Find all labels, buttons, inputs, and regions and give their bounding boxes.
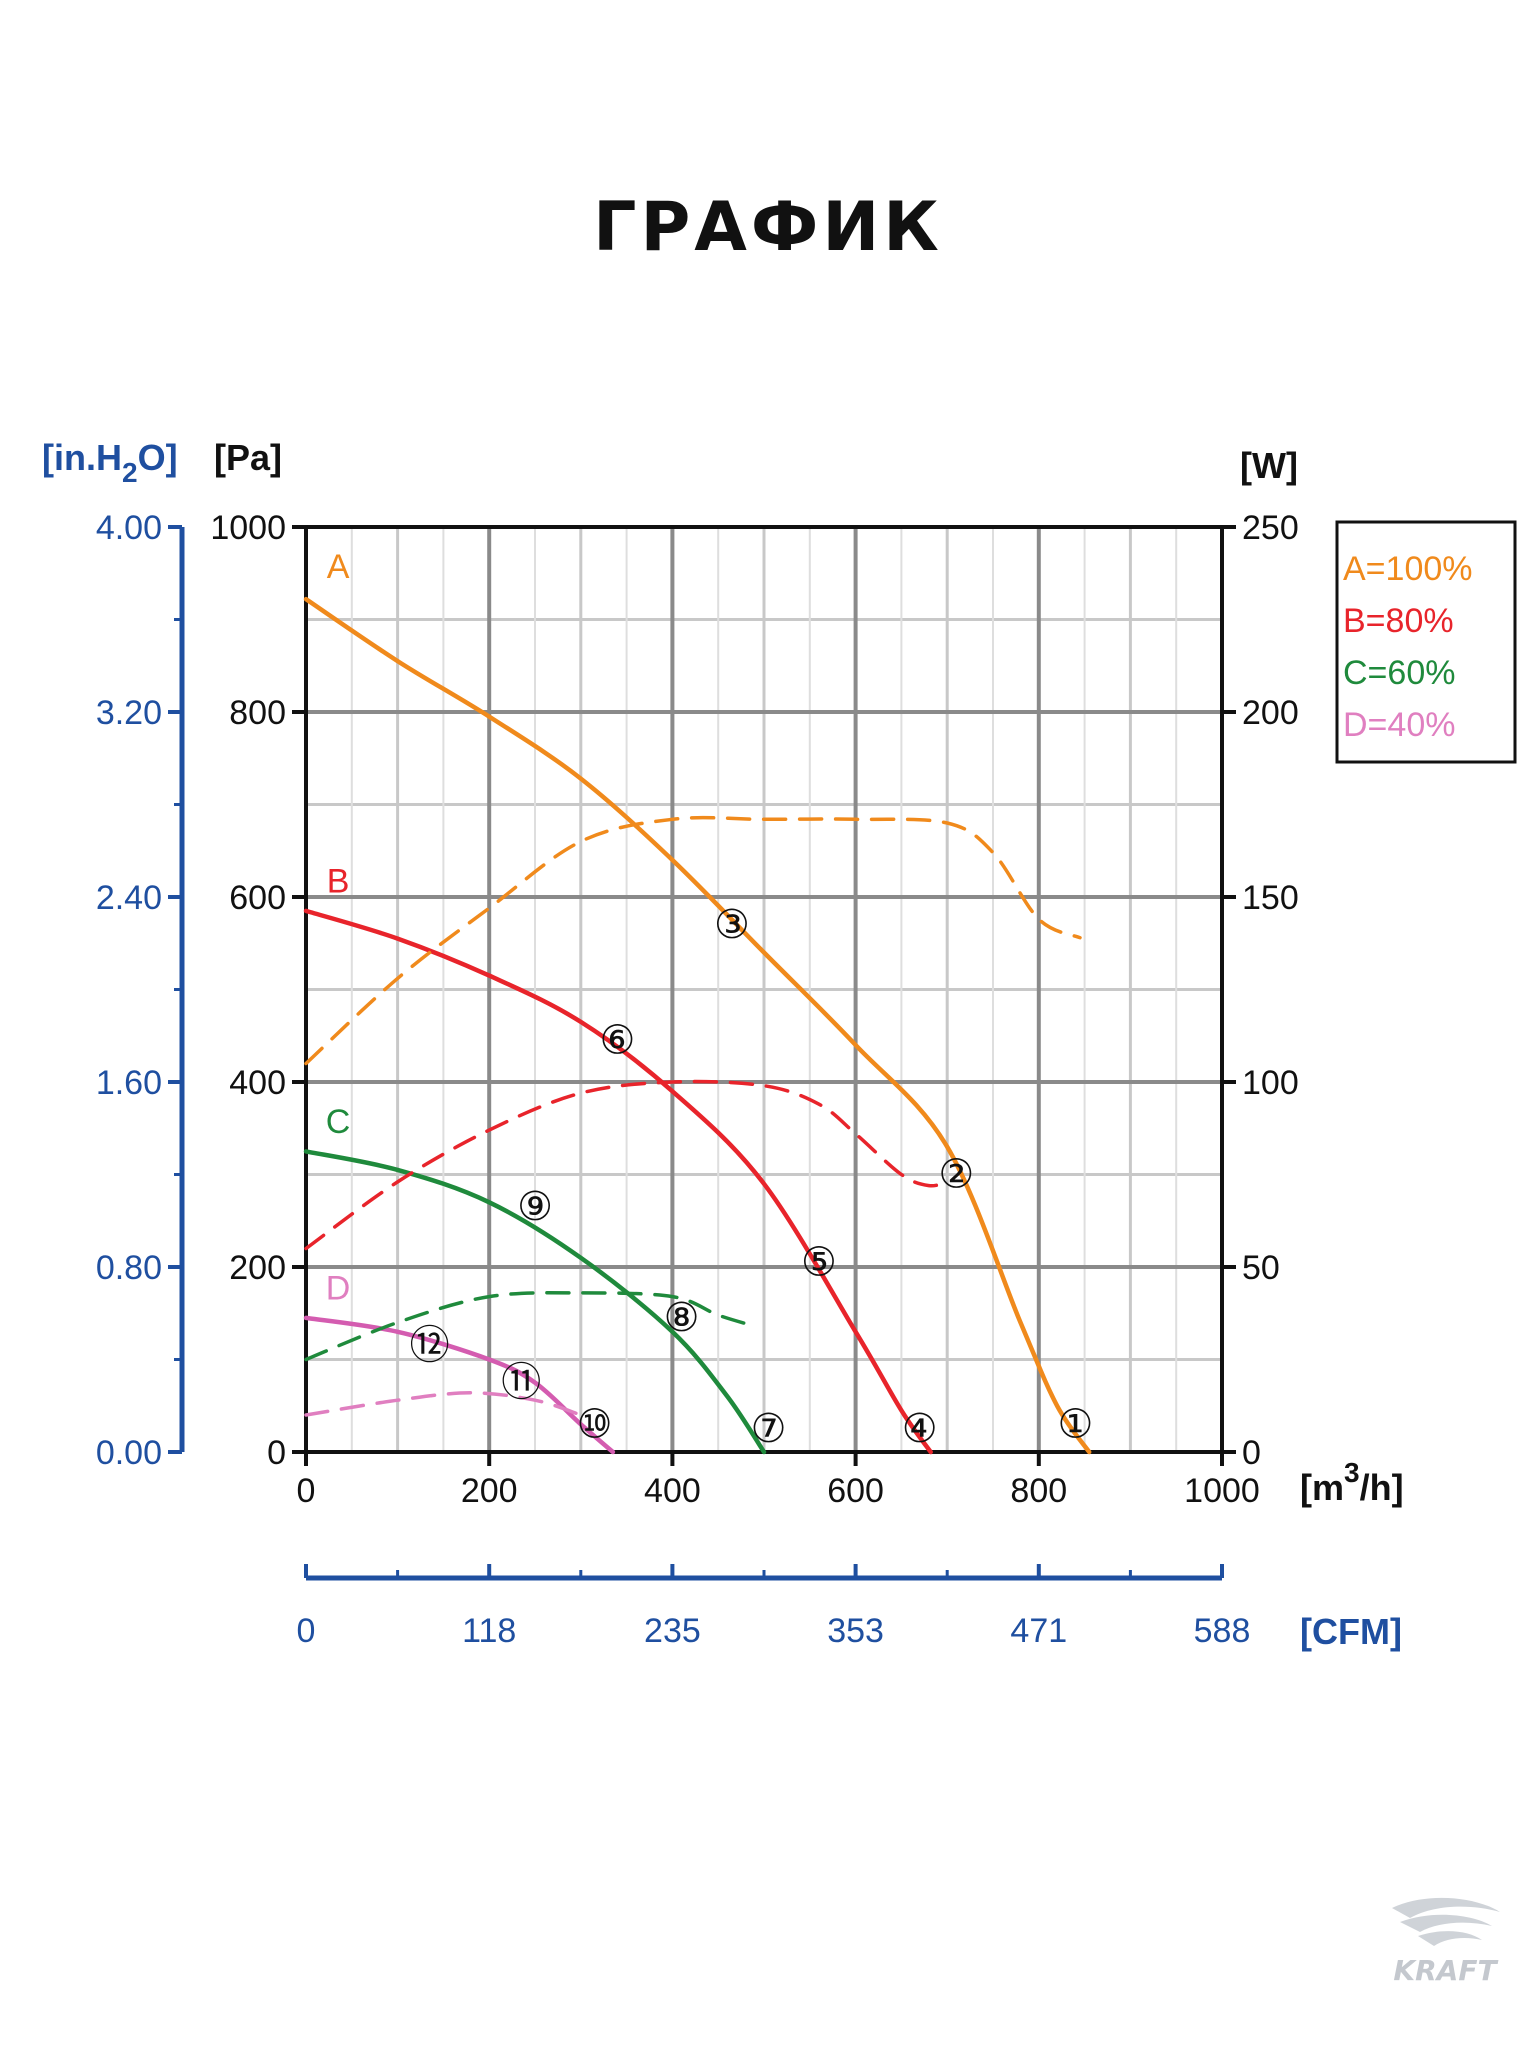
curve-label: D <box>326 1269 351 1307</box>
y-right-tick-label: 200 <box>1242 694 1299 732</box>
series-A-power-line <box>304 815 1082 1066</box>
in-h2o-tick-label: 0.00 <box>96 1434 162 1472</box>
y-left-tick-label: 600 <box>229 879 286 917</box>
y-right-unit: [W] <box>1240 445 1298 486</box>
operating-point-marker: ① <box>1058 1401 1094 1447</box>
y-right-tick-label: 150 <box>1242 879 1299 917</box>
x-tick-label: 800 <box>1010 1472 1067 1510</box>
y-left-unit: [Pa] <box>214 437 282 478</box>
y-left-tick-label: 200 <box>229 1249 286 1287</box>
operating-point-marker: ⑫ <box>410 1323 450 1369</box>
operating-point-marker: ③ <box>714 902 750 948</box>
operating-point-marker: ⑧ <box>664 1295 700 1341</box>
y-left-tick-label: 400 <box>229 1064 286 1102</box>
x-tick-label: 400 <box>644 1472 701 1510</box>
y-left-tick-label: 1000 <box>210 509 286 547</box>
in-h2o-axis: 0.00 0.80 1.60 2.40 3.20 4.00 <box>96 509 185 1472</box>
x-tick-label: 1000 <box>1184 1472 1260 1510</box>
cfm-tick-label: 588 <box>1194 1612 1251 1650</box>
operating-point-marker: ⑥ <box>600 1017 636 1063</box>
series-B-pressure-line <box>303 908 933 1455</box>
cfm-tick-label: 118 <box>462 1612 516 1650</box>
legend: A=100% B=80% C=60% D=40% <box>1335 520 1517 764</box>
legend-entry: C=60% <box>1343 654 1455 692</box>
operating-point-marker: ④ <box>902 1406 938 1452</box>
x-unit: [m3/h] <box>1300 1457 1404 1508</box>
right-y-ticks: 0 50 100 150 200 250 <box>1222 509 1299 1472</box>
curve-label: A <box>327 548 350 586</box>
series-D-power-line <box>304 1391 583 1417</box>
x-tick-label: 200 <box>461 1472 518 1510</box>
x-tick-label: 0 <box>297 1472 316 1510</box>
operating-point-marker: ② <box>938 1152 974 1198</box>
series-C-pressure-line <box>303 1149 767 1455</box>
grid-minor <box>306 527 1222 1452</box>
curve-label: C <box>326 1103 351 1141</box>
cfm-tick-label: 353 <box>827 1612 884 1650</box>
legend-box <box>1335 520 1517 764</box>
y-left-tick-label: 800 <box>229 694 286 732</box>
legend-entry: A=100% <box>1343 550 1473 588</box>
kraft-logo: KRAFT <box>1392 1897 1500 1987</box>
cfm-axis: 0 118 235 353 471 588 <box>297 1564 1251 1650</box>
series-B-power-line <box>304 1079 949 1251</box>
operating-point-marker: ⑪ <box>501 1360 541 1406</box>
cfm-tick-label: 471 <box>1010 1612 1067 1650</box>
series-D-pressure-line <box>303 1315 616 1455</box>
svg-text:KRAFT: KRAFT <box>1393 1954 1498 1987</box>
in-h2o-tick-label: 4.00 <box>96 509 162 547</box>
y-right-tick-label: 50 <box>1242 1249 1280 1287</box>
in-h2o-tick-label: 1.60 <box>96 1064 162 1102</box>
x-tick-label: 600 <box>827 1472 884 1510</box>
cfm-tick-label: 0 <box>297 1612 316 1650</box>
curve-label: B <box>327 862 350 900</box>
y-right-tick-label: 0 <box>1242 1434 1261 1472</box>
series-layer <box>303 596 1092 1455</box>
left-y-ticks: 0 200 400 600 800 1000 <box>210 509 306 1472</box>
y-left-tick-label: 0 <box>267 1434 286 1472</box>
x-ticks: 0 200 400 600 800 1000 <box>297 1452 1260 1510</box>
series-A-pressure-line <box>303 596 1092 1455</box>
y-right-tick-label: 250 <box>1242 509 1299 547</box>
cfm-tick-label: 235 <box>644 1612 701 1650</box>
in-h2o-tick-label: 3.20 <box>96 694 162 732</box>
curve-labels-layer: A B C D <box>326 548 351 1308</box>
legend-entry: B=80% <box>1343 602 1454 640</box>
y-right-tick-label: 100 <box>1242 1064 1299 1102</box>
x-secondary-unit: [CFM] <box>1300 1611 1402 1652</box>
in-h2o-tick-label: 2.40 <box>96 879 162 917</box>
legend-entry: D=40% <box>1343 706 1455 744</box>
operating-point-marker: ⑦ <box>751 1406 787 1452</box>
operating-point-marker: ⑩ <box>577 1401 613 1447</box>
y-left-secondary-unit: [in.H2O] <box>42 437 178 488</box>
operating-point-marker: ⑨ <box>517 1184 553 1230</box>
in-h2o-tick-label: 0.80 <box>96 1249 162 1287</box>
operating-point-marker: ⑤ <box>801 1239 837 1285</box>
page-title: ГРАФИК <box>593 188 943 267</box>
